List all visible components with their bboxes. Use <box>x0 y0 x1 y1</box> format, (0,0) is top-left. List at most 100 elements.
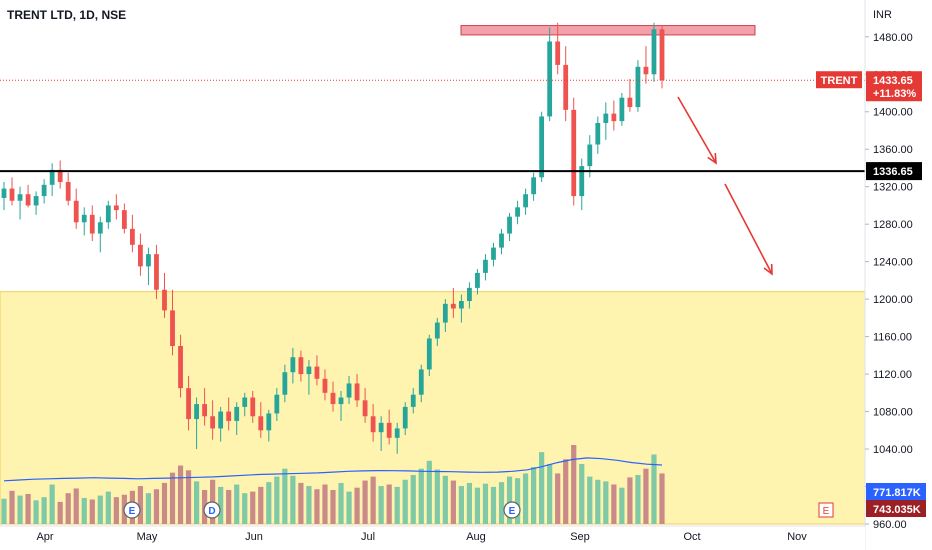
earnings-marker-future <box>818 502 834 518</box>
candle-body <box>394 428 400 438</box>
volume-bar <box>346 491 352 524</box>
candle-body <box>507 216 512 234</box>
volume-bar <box>266 482 272 524</box>
volume-layer <box>1 445 665 524</box>
volume-bar <box>234 484 240 524</box>
demand-zone <box>0 291 866 525</box>
candle-body <box>250 397 256 417</box>
volume-bar <box>226 490 232 524</box>
volume-bar <box>41 497 47 524</box>
marker-label: E <box>823 506 830 517</box>
candle-body <box>595 122 601 145</box>
marker-label: D <box>208 506 215 517</box>
candle-body <box>475 272 480 288</box>
candle-body <box>97 222 103 234</box>
time-tick-label: Apr <box>36 531 53 543</box>
candle-body <box>258 416 264 431</box>
volume-bar <box>490 486 497 524</box>
volume-bar <box>145 493 152 524</box>
volume-bar <box>547 463 553 524</box>
resistance-zone <box>460 25 756 36</box>
candle-body <box>627 97 633 108</box>
support-badge-label: 1336.65 <box>873 166 913 178</box>
volume-bar <box>354 487 360 524</box>
volume-ma-label: 771.817K <box>873 487 921 499</box>
volume-bar <box>97 495 103 524</box>
volume-bar <box>73 488 79 524</box>
arrow-2-head <box>763 263 773 276</box>
candle-body <box>531 177 537 195</box>
candle-body <box>322 378 328 393</box>
volume-bar <box>314 489 320 524</box>
volume-bar <box>169 472 176 524</box>
candle-body <box>121 210 127 229</box>
candle-body <box>426 338 432 370</box>
candle-body <box>49 169 55 185</box>
volume-bar <box>458 486 464 524</box>
price-tick-label: 1040.00 <box>873 444 913 456</box>
candle-body <box>81 214 87 223</box>
volume-bar <box>563 459 569 524</box>
candle-body <box>290 357 296 373</box>
price-tick-label: 960.00 <box>873 519 907 531</box>
candle-body <box>65 182 71 201</box>
volume-bar <box>619 487 625 524</box>
volume-bar <box>482 483 489 524</box>
arrow-1-head <box>707 152 717 165</box>
volume-bar <box>571 445 577 524</box>
price-tick-label: 1400.00 <box>873 107 913 119</box>
candle-body <box>483 259 488 273</box>
volume-bar <box>9 490 15 524</box>
volume-bar <box>506 476 513 524</box>
candle-body <box>354 383 360 401</box>
volume-bar <box>474 487 481 524</box>
currency-label: INR <box>873 9 892 21</box>
overlays-layer <box>0 79 865 276</box>
volume-bar <box>378 486 384 524</box>
volume-bar <box>137 486 144 524</box>
candle-body <box>587 144 593 167</box>
price-tick-label: 1320.00 <box>873 182 913 194</box>
volume-bar <box>434 469 440 524</box>
volume-bar <box>25 493 31 524</box>
candle-body <box>218 411 224 429</box>
volume-bar <box>177 465 184 524</box>
volume-last-label: 743.035K <box>873 504 921 516</box>
symbol-badge <box>816 71 862 89</box>
volume-bar <box>611 484 617 524</box>
candle-body <box>194 404 199 420</box>
time-tick-label: Jun <box>245 531 263 543</box>
time-tick-label: Oct <box>683 531 700 543</box>
candle-body <box>659 29 665 81</box>
candle-body <box>89 214 95 234</box>
volume-bar <box>242 493 248 524</box>
last-price-change: +11.83% <box>873 88 916 100</box>
event-marker <box>503 501 521 519</box>
candle-body <box>603 113 609 123</box>
volume-bar <box>306 486 312 524</box>
volume-bar <box>330 490 336 524</box>
candle-body <box>651 29 657 75</box>
arrow-2 <box>724 183 773 275</box>
event-marker <box>203 501 221 519</box>
candle-body <box>226 411 232 421</box>
price-tick-label: 1480.00 <box>873 32 913 44</box>
price-tick-label: 1120.00 <box>873 369 912 381</box>
candle-body <box>234 406 240 421</box>
arrow-1 <box>677 96 717 164</box>
volume-bar <box>498 482 505 524</box>
candles-layer <box>1 22 665 454</box>
candle-body <box>186 388 191 420</box>
volume-bar <box>370 476 376 524</box>
candle-body <box>154 254 159 290</box>
volume-bar <box>531 467 537 524</box>
candle-body <box>523 194 528 208</box>
candle-body <box>266 413 272 431</box>
candle-body <box>491 247 496 260</box>
candle-body <box>442 303 448 323</box>
candle-body <box>41 184 47 197</box>
volume-bar <box>49 484 55 524</box>
last-price-badge <box>866 71 922 102</box>
candle-body <box>33 196 39 206</box>
